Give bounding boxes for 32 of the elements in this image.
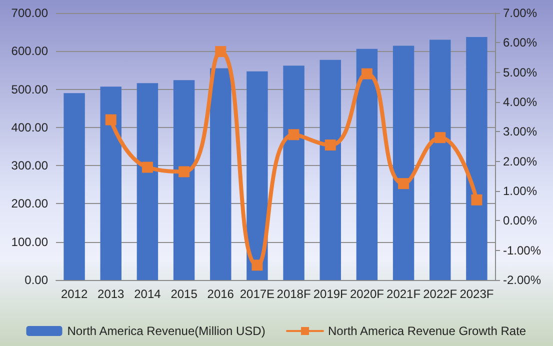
y2-tick-label: 1.00% xyxy=(503,184,538,198)
y-tick-label: 100.00 xyxy=(11,234,48,249)
x-tick-label: 2012 xyxy=(60,287,88,301)
x-tick-label: 2019F xyxy=(313,287,348,301)
y2-tick-label: 2.00% xyxy=(503,154,538,168)
y2-tick-label: 4.00% xyxy=(503,95,538,109)
y-tick-label: 0.00 xyxy=(24,273,48,287)
y2-tick-label: -1.00% xyxy=(503,243,542,258)
y2-tick-label: -2.00% xyxy=(503,273,542,287)
x-tick-label: 2015 xyxy=(170,287,198,301)
y-tick-label: 600.00 xyxy=(11,44,48,58)
y-tick-label: 400.00 xyxy=(11,120,48,134)
x-tick-label: 2021F xyxy=(386,287,421,301)
y-tick-label: 500.00 xyxy=(11,82,48,96)
legend-label: North America Revenue(Million USD) xyxy=(67,324,266,338)
y2-tick-label: 3.00% xyxy=(503,124,538,139)
y-tick-label: 700.00 xyxy=(11,6,48,20)
x-tick-label: 2014 xyxy=(134,287,162,301)
y2-tick-label: 7.00% xyxy=(503,6,538,20)
x-tick-label: 2023F xyxy=(460,287,494,301)
x-tick-label: 2016 xyxy=(207,287,234,301)
x-tick-label: 2020F xyxy=(350,287,384,301)
x-tick-label: 2013 xyxy=(98,287,125,301)
x-tick-label: 2018F xyxy=(276,287,311,301)
legend-label: North America Revenue Growth Rate xyxy=(328,324,526,338)
y2-tick-label: 5.00% xyxy=(503,65,538,80)
y2-tick-label: 0.00% xyxy=(503,214,538,228)
x-tick-label: 2022F xyxy=(423,287,458,301)
x-tick-label: 2017E xyxy=(240,287,275,301)
y-tick-label: 200.00 xyxy=(11,196,48,211)
y-tick-label: 300.00 xyxy=(11,158,48,173)
y2-tick-label: 6.00% xyxy=(503,36,538,50)
